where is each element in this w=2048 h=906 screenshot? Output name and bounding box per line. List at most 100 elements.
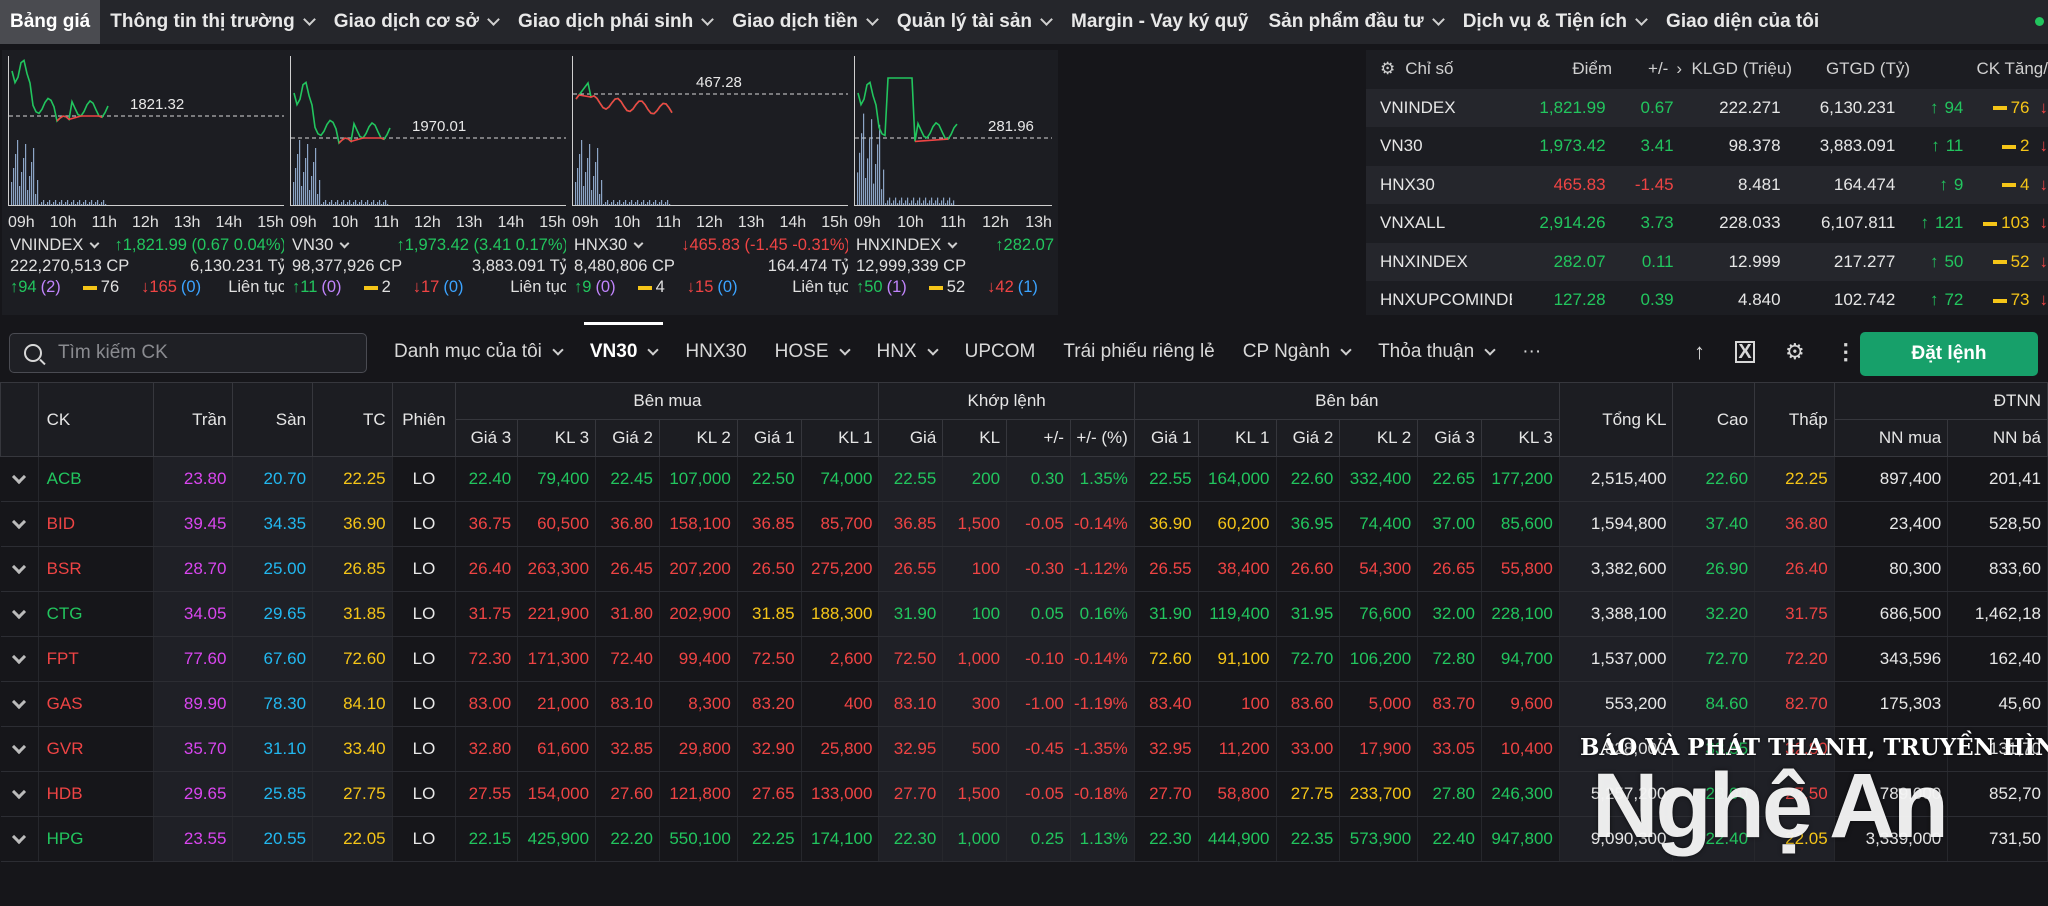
nav-item-5[interactable]: Quản lý tài sản xyxy=(887,0,1061,44)
sell-cell[interactable]: 38,400 xyxy=(1198,546,1277,592)
sell-cell[interactable]: 106,200 xyxy=(1339,636,1419,682)
tab-upcom[interactable]: UPCOM xyxy=(951,322,1050,382)
sell-cell[interactable]: 72.70 xyxy=(1276,636,1341,682)
buy-cell[interactable]: 188,300 xyxy=(801,591,880,637)
symbol-cell[interactable]: CTG xyxy=(38,591,154,637)
index-row-hnxindex[interactable]: HNXINDEX 282.07 0.11 12.999 217.277 50 52 xyxy=(1366,242,2048,281)
buy-cell[interactable]: 221,900 xyxy=(517,591,597,637)
sell-cell[interactable]: 37.00 xyxy=(1417,501,1482,547)
pin-icon[interactable] xyxy=(11,559,27,575)
buy-cell[interactable]: 22.15 xyxy=(455,816,519,862)
buy-cell[interactable]: 22.20 xyxy=(595,816,660,862)
buy-cell[interactable]: 207,200 xyxy=(659,546,738,592)
buy-cell[interactable]: 22.40 xyxy=(455,456,519,502)
board-row-hpg[interactable]: HPG 23.55 20.55 22.05 LO 22.15 425,900 22.20 550… xyxy=(0,816,2048,862)
tab-th-a-thu-n[interactable]: Thỏa thuận xyxy=(1364,322,1508,382)
sell-cell[interactable]: 177,200 xyxy=(1481,456,1560,502)
sell-cell[interactable]: 91,100 xyxy=(1198,636,1277,682)
sell-cell[interactable]: 94,700 xyxy=(1481,636,1560,682)
excel-export-icon[interactable]: X xyxy=(1735,341,1755,363)
sell-cell[interactable]: 33.05 xyxy=(1417,726,1482,772)
tab-hnx[interactable]: HNX xyxy=(863,322,951,382)
sell-cell[interactable]: 22.30 xyxy=(1134,816,1199,862)
sell-cell[interactable]: 74,400 xyxy=(1339,501,1419,547)
buy-cell[interactable]: 83.10 xyxy=(595,681,660,727)
sell-cell[interactable]: 27.70 xyxy=(1134,771,1199,817)
pin-icon[interactable] xyxy=(11,739,27,755)
index-row-vnindex[interactable]: VNINDEX 1,821.99 0.67 222.271 6,130.231 94 76 xyxy=(1366,88,2048,127)
sell-cell[interactable]: 22.35 xyxy=(1276,816,1341,862)
sell-cell[interactable]: 83.40 xyxy=(1134,681,1199,727)
buy-cell[interactable]: 27.65 xyxy=(737,771,802,817)
nav-item-2[interactable]: Giao dịch cơ sở xyxy=(324,0,508,44)
sell-cell[interactable]: 5,000 xyxy=(1339,681,1419,727)
board-row-gas[interactable]: GAS 89.90 78.30 84.10 LO 83.00 21,000 83.10 8,30… xyxy=(0,681,2048,727)
buy-cell[interactable]: 27.60 xyxy=(595,771,660,817)
chevron-right-icon[interactable]: › xyxy=(1676,59,1682,79)
symbol-cell[interactable]: FPT xyxy=(38,636,154,682)
index-row-vn30[interactable]: VN30 1,973.42 3.41 98.378 3,883.091 11 2 xyxy=(1366,127,2048,166)
buy-cell[interactable]: 31.85 xyxy=(737,591,802,637)
buy-cell[interactable]: 107,000 xyxy=(659,456,738,502)
sell-cell[interactable]: 22.60 xyxy=(1276,456,1341,502)
tab-danh-m-c-c-a-t-i[interactable]: Danh mục của tôi xyxy=(380,322,576,382)
gear-icon[interactable]: ⚙ xyxy=(1380,59,1396,79)
buy-cell[interactable]: 29,800 xyxy=(659,726,738,772)
sell-cell[interactable]: 32.00 xyxy=(1417,591,1482,637)
sell-cell[interactable]: 32.95 xyxy=(1134,726,1199,772)
board-row-hdb[interactable]: HDB 29.65 25.85 27.75 LO 27.55 154,000 27.60 121… xyxy=(0,771,2048,817)
tab-hnx30[interactable]: HNX30 xyxy=(671,322,760,382)
buy-cell[interactable]: 174,100 xyxy=(801,816,880,862)
sell-cell[interactable]: 10,400 xyxy=(1481,726,1560,772)
buy-cell[interactable]: 31.80 xyxy=(595,591,660,637)
buy-cell[interactable]: 26.40 xyxy=(455,546,519,592)
sell-cell[interactable]: 9,600 xyxy=(1481,681,1560,727)
buy-cell[interactable]: 202,900 xyxy=(659,591,738,637)
sell-cell[interactable]: 76,600 xyxy=(1339,591,1419,637)
nav-item-6[interactable]: Margin - Vay ký quỹ xyxy=(1061,0,1258,44)
buy-cell[interactable]: 2,600 xyxy=(801,636,880,682)
buy-cell[interactable]: 400 xyxy=(801,681,880,727)
pin-cell[interactable] xyxy=(0,726,39,772)
sell-cell[interactable]: 26.55 xyxy=(1134,546,1199,592)
board-row-fpt[interactable]: FPT 77.60 67.60 72.60 LO 72.30 171,300 72.40 99,… xyxy=(0,636,2048,682)
sell-cell[interactable]: 573,900 xyxy=(1339,816,1419,862)
pin-cell[interactable] xyxy=(0,636,39,682)
sell-cell[interactable]: 58,800 xyxy=(1198,771,1277,817)
pin-icon[interactable] xyxy=(11,784,27,800)
tab-vn30[interactable]: VN30 xyxy=(576,322,672,382)
buy-cell[interactable]: 72.50 xyxy=(737,636,802,682)
sell-cell[interactable]: 72.60 xyxy=(1134,636,1199,682)
index-row-hnx30[interactable]: HNX30 465.83 -1.45 8.481 164.474 9 4 xyxy=(1366,165,2048,204)
search-input[interactable] xyxy=(58,342,348,364)
buy-cell[interactable]: 32.80 xyxy=(455,726,519,772)
buy-cell[interactable]: 425,900 xyxy=(517,816,597,862)
arrow-up-icon[interactable]: ↑ xyxy=(1694,339,1705,364)
sell-cell[interactable]: 27.80 xyxy=(1417,771,1482,817)
buy-cell[interactable]: 83.20 xyxy=(737,681,802,727)
sell-cell[interactable]: 444,900 xyxy=(1198,816,1277,862)
mini-chart-vn30[interactable]: 1970.01 09h 10h 11h 12h 13h 14h 15h VN30 1,973.42… xyxy=(284,50,572,315)
pin-cell[interactable] xyxy=(0,546,39,592)
pin-cell[interactable] xyxy=(0,771,39,817)
index-header-name[interactable]: ⚙ Chỉ số xyxy=(1366,59,1516,79)
sell-cell[interactable]: 947,800 xyxy=(1481,816,1560,862)
symbol-cell[interactable]: GAS xyxy=(38,681,154,727)
buy-cell[interactable]: 36.80 xyxy=(595,501,660,547)
sell-cell[interactable]: 36.95 xyxy=(1276,501,1341,547)
pin-icon[interactable] xyxy=(11,694,27,710)
buy-cell[interactable]: 171,300 xyxy=(517,636,597,682)
buy-cell[interactable]: 61,600 xyxy=(517,726,597,772)
symbol-cell[interactable]: GVR xyxy=(38,726,154,772)
sell-cell[interactable]: 11,200 xyxy=(1198,726,1277,772)
board-row-ctg[interactable]: CTG 34.05 29.65 31.85 LO 31.75 221,900 31.80 202… xyxy=(0,591,2048,637)
index-name[interactable]: HNX30 xyxy=(574,236,644,255)
pin-icon[interactable] xyxy=(11,514,27,530)
sell-cell[interactable]: 83.70 xyxy=(1417,681,1482,727)
mini-chart-vnindex[interactable]: 1821.32 09h 10h 11h 12h 13h 14h 15h VNINDEX 1,821… xyxy=(2,50,290,315)
tab-cp-ng-nh[interactable]: CP Ngành xyxy=(1229,322,1364,382)
sell-cell[interactable]: 100 xyxy=(1198,681,1277,727)
buy-cell[interactable]: 99,400 xyxy=(659,636,738,682)
buy-cell[interactable]: 154,000 xyxy=(517,771,597,817)
sell-cell[interactable]: 22.65 xyxy=(1417,456,1482,502)
